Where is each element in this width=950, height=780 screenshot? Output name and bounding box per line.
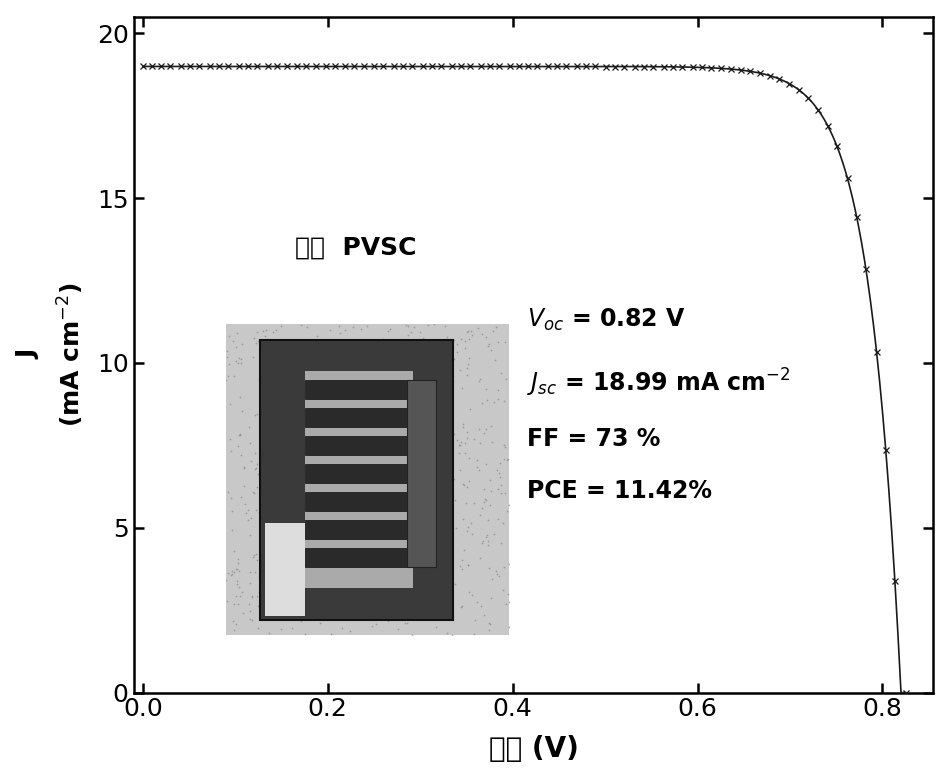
X-axis label: 电压 (V): 电压 (V)	[488, 736, 579, 764]
Text: $J_{sc}$ = 18.99 mA cm$^{-2}$: $J_{sc}$ = 18.99 mA cm$^{-2}$	[526, 367, 789, 399]
Text: $V_{oc}$ = 0.82 V: $V_{oc}$ = 0.82 V	[526, 307, 685, 333]
Text: 柔性  PVSC: 柔性 PVSC	[294, 236, 416, 260]
Text: FF = 73 %: FF = 73 %	[526, 427, 660, 451]
Y-axis label: J
(mA cm$^{-2}$): J (mA cm$^{-2}$)	[17, 282, 85, 427]
Text: PCE = 11.42%: PCE = 11.42%	[526, 480, 712, 503]
